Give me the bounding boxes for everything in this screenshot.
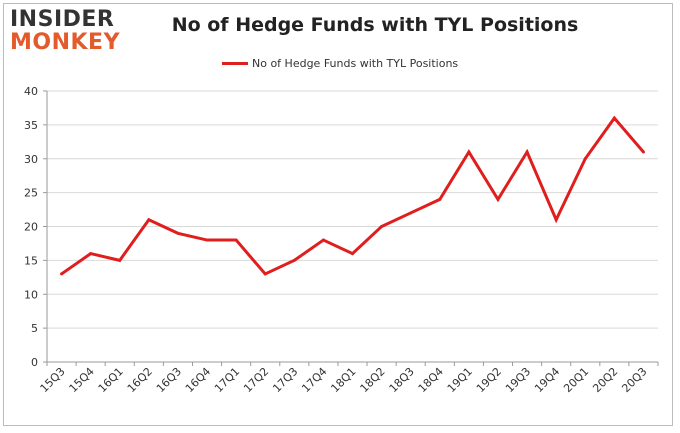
data-point-19Q3 bbox=[525, 150, 529, 154]
y-tick-label-0: 0 bbox=[31, 356, 38, 369]
data-point-18Q2 bbox=[380, 225, 384, 228]
data-point-19Q4 bbox=[554, 218, 558, 222]
x-tick-label-18Q4: 18Q4 bbox=[416, 365, 446, 395]
data-point-20Q2 bbox=[612, 116, 616, 120]
data-point-15Q3 bbox=[60, 272, 64, 276]
data-point-18Q3 bbox=[409, 211, 413, 215]
series-line-0 bbox=[60, 115, 645, 276]
logo-text-monkey: MONKEY bbox=[10, 30, 121, 55]
data-point-20Q3 bbox=[641, 150, 645, 154]
gridlines bbox=[47, 90, 658, 329]
legend-label: No of Hedge Funds with TYL Positions bbox=[252, 56, 459, 70]
x-tick-label-18Q3: 18Q3 bbox=[387, 365, 417, 395]
x-tick-label-18Q1: 18Q1 bbox=[328, 365, 358, 395]
data-point-17Q4 bbox=[321, 238, 325, 242]
x-tick-label-16Q4: 16Q4 bbox=[183, 365, 213, 395]
y-axis-ticks: 0 5 10 15 20 25 30 35 40 bbox=[24, 85, 47, 369]
insider-monkey-logo: INSIDER MONKEY bbox=[10, 8, 128, 56]
chart-legend: No of Hedge Funds with TYL Positions bbox=[222, 55, 458, 71]
data-point-19Q2 bbox=[496, 197, 500, 201]
x-tick-label-20Q2: 20Q2 bbox=[590, 365, 620, 395]
y-tick-label-40: 40 bbox=[24, 85, 38, 98]
x-tick-label-19Q3: 19Q3 bbox=[503, 365, 533, 395]
x-tick-label-16Q2: 16Q2 bbox=[125, 365, 155, 395]
x-tick-label-15Q4: 15Q4 bbox=[67, 365, 97, 395]
y-tick-label-35: 35 bbox=[24, 119, 38, 132]
x-tick-label-15Q3: 15Q3 bbox=[38, 365, 68, 395]
data-point-15Q4 bbox=[89, 252, 93, 256]
x-tick-label-19Q1: 19Q1 bbox=[445, 365, 475, 395]
x-tick-label-18Q2: 18Q2 bbox=[358, 365, 388, 395]
chart-title: No of Hedge Funds with TYL Positions bbox=[171, 14, 579, 36]
data-point-18Q4 bbox=[438, 197, 442, 201]
logo-text-insider: INSIDER bbox=[10, 7, 115, 32]
x-tick-label-19Q2: 19Q2 bbox=[474, 365, 504, 395]
legend-swatch bbox=[222, 61, 248, 65]
y-tick-label-10: 10 bbox=[24, 288, 38, 301]
data-point-17Q2 bbox=[263, 272, 267, 276]
y-tick-label-20: 20 bbox=[24, 221, 38, 234]
x-tick-label-17Q1: 17Q1 bbox=[212, 365, 242, 395]
data-point-17Q3 bbox=[292, 258, 296, 262]
x-tick-label-20Q1: 20Q1 bbox=[561, 365, 591, 395]
x-tick-label-20Q3: 20Q3 bbox=[619, 365, 649, 395]
data-point-16Q4 bbox=[205, 238, 209, 242]
x-tick-label-16Q1: 16Q1 bbox=[96, 365, 126, 395]
y-tick-label-30: 30 bbox=[24, 153, 38, 166]
x-tick-label-19Q4: 19Q4 bbox=[532, 365, 562, 395]
data-point-16Q3 bbox=[176, 231, 180, 235]
data-point-16Q1 bbox=[118, 258, 122, 262]
chart-frame bbox=[3, 3, 673, 426]
data-point-18Q1 bbox=[351, 252, 354, 256]
series-group bbox=[60, 115, 645, 276]
x-axis-ticks: 15Q315Q416Q116Q216Q316Q417Q117Q217Q317Q4… bbox=[38, 362, 659, 395]
x-tick-label-17Q2: 17Q2 bbox=[241, 365, 271, 395]
y-tick-label-25: 25 bbox=[24, 187, 38, 200]
data-point-17Q1 bbox=[234, 238, 238, 242]
x-tick-label-16Q3: 16Q3 bbox=[154, 365, 184, 395]
x-tick-label-17Q3: 17Q3 bbox=[270, 365, 300, 395]
y-tick-label-5: 5 bbox=[31, 322, 38, 335]
data-point-19Q1 bbox=[467, 150, 471, 154]
y-tick-label-15: 15 bbox=[24, 254, 38, 267]
data-point-20Q1 bbox=[583, 157, 587, 161]
data-point-16Q2 bbox=[147, 218, 151, 222]
x-tick-label-17Q4: 17Q4 bbox=[299, 365, 329, 395]
